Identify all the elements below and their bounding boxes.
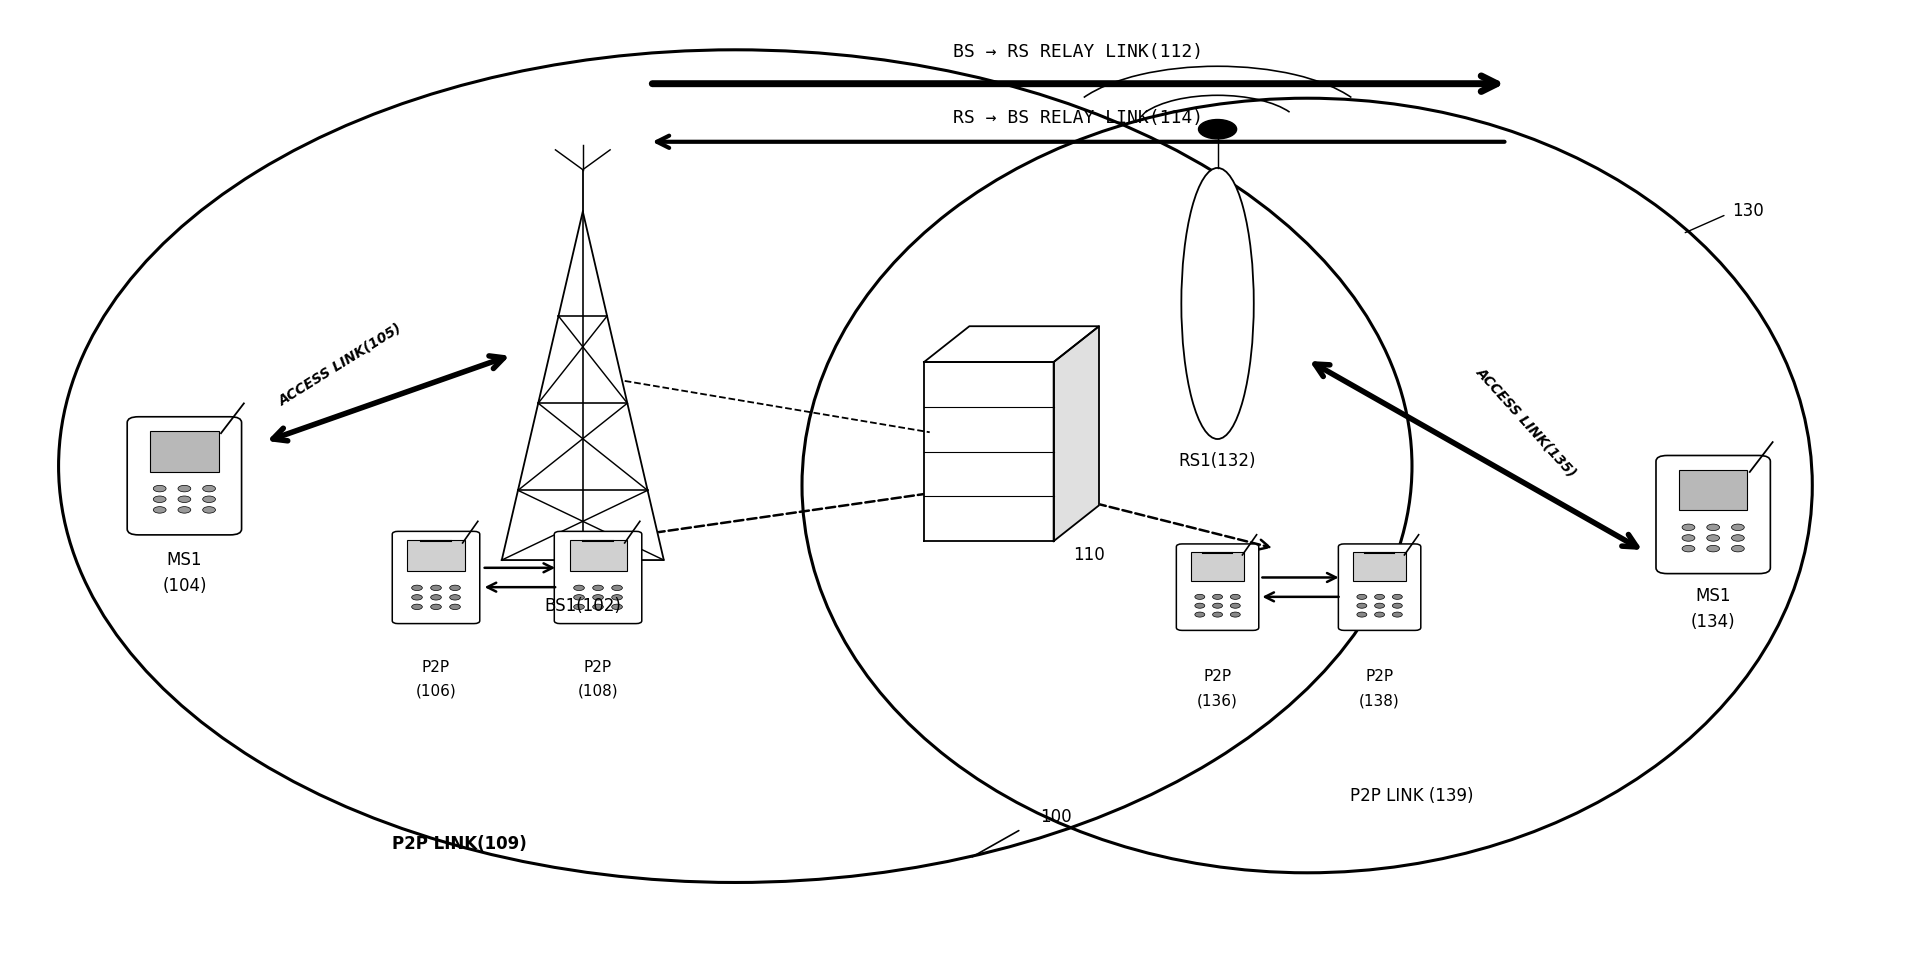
Text: P2P: P2P xyxy=(1203,669,1231,685)
Circle shape xyxy=(1374,594,1384,599)
Circle shape xyxy=(1682,535,1695,541)
Circle shape xyxy=(1707,524,1720,530)
Circle shape xyxy=(575,594,584,600)
Circle shape xyxy=(1731,546,1745,552)
Circle shape xyxy=(1212,594,1222,599)
FancyBboxPatch shape xyxy=(1655,455,1770,574)
Text: ACCESS LINK(105): ACCESS LINK(105) xyxy=(277,320,405,408)
Circle shape xyxy=(1392,603,1403,608)
Circle shape xyxy=(178,496,191,503)
Text: (136): (136) xyxy=(1197,693,1239,709)
Polygon shape xyxy=(502,212,664,560)
Text: (138): (138) xyxy=(1359,693,1399,709)
Circle shape xyxy=(1731,524,1745,530)
Circle shape xyxy=(1374,603,1384,608)
Circle shape xyxy=(431,586,441,590)
Circle shape xyxy=(1212,612,1222,618)
Circle shape xyxy=(1707,535,1720,541)
FancyBboxPatch shape xyxy=(151,431,220,472)
Circle shape xyxy=(1374,612,1384,618)
Text: P2P LINK (139): P2P LINK (139) xyxy=(1350,787,1474,805)
Circle shape xyxy=(431,594,441,600)
FancyBboxPatch shape xyxy=(1338,544,1420,630)
Circle shape xyxy=(412,594,422,600)
Ellipse shape xyxy=(1182,168,1254,439)
Circle shape xyxy=(153,486,166,492)
Circle shape xyxy=(178,507,191,513)
FancyBboxPatch shape xyxy=(1353,552,1407,581)
Text: MS1: MS1 xyxy=(166,552,202,569)
Polygon shape xyxy=(1054,326,1100,541)
Circle shape xyxy=(1229,594,1241,599)
Circle shape xyxy=(1229,603,1241,608)
Circle shape xyxy=(1731,535,1745,541)
Circle shape xyxy=(611,586,622,590)
FancyBboxPatch shape xyxy=(407,540,464,571)
Circle shape xyxy=(202,507,216,513)
Text: 100: 100 xyxy=(1040,808,1073,826)
Circle shape xyxy=(1357,603,1367,608)
Circle shape xyxy=(592,604,603,610)
Circle shape xyxy=(1357,612,1367,618)
Circle shape xyxy=(451,594,460,600)
Circle shape xyxy=(412,604,422,610)
Circle shape xyxy=(1229,612,1241,618)
Text: P2P: P2P xyxy=(1365,669,1394,685)
Circle shape xyxy=(611,604,622,610)
Circle shape xyxy=(1707,546,1720,552)
FancyBboxPatch shape xyxy=(569,540,626,571)
Text: P2P: P2P xyxy=(422,659,451,675)
Text: (106): (106) xyxy=(416,684,456,699)
Circle shape xyxy=(1357,594,1367,599)
Circle shape xyxy=(153,496,166,503)
Circle shape xyxy=(412,586,422,590)
Text: (134): (134) xyxy=(1691,614,1735,631)
Circle shape xyxy=(1199,119,1237,139)
Circle shape xyxy=(592,586,603,590)
Text: P2P LINK(109): P2P LINK(109) xyxy=(391,835,527,854)
Text: (104): (104) xyxy=(162,578,206,595)
FancyBboxPatch shape xyxy=(128,417,242,535)
Circle shape xyxy=(1195,612,1205,618)
Text: 130: 130 xyxy=(1731,202,1764,219)
FancyBboxPatch shape xyxy=(1176,544,1258,630)
Circle shape xyxy=(1682,546,1695,552)
Circle shape xyxy=(202,496,216,503)
Circle shape xyxy=(1682,524,1695,530)
Text: RS → BS RELAY LINK(114): RS → BS RELAY LINK(114) xyxy=(953,110,1203,127)
Polygon shape xyxy=(924,326,1100,362)
Circle shape xyxy=(202,486,216,492)
Text: 110: 110 xyxy=(1073,547,1105,564)
Text: MS1: MS1 xyxy=(1695,587,1731,605)
Circle shape xyxy=(1392,594,1403,599)
Text: BS1(102): BS1(102) xyxy=(544,597,620,615)
Circle shape xyxy=(575,604,584,610)
Text: RS1(132): RS1(132) xyxy=(1180,452,1256,470)
Circle shape xyxy=(153,507,166,513)
Circle shape xyxy=(611,594,622,600)
FancyBboxPatch shape xyxy=(554,531,641,623)
FancyBboxPatch shape xyxy=(391,531,479,623)
Circle shape xyxy=(431,604,441,610)
Circle shape xyxy=(592,594,603,600)
Text: P2P: P2P xyxy=(584,659,613,675)
Circle shape xyxy=(1212,603,1222,608)
Text: ACCESS LINK(135): ACCESS LINK(135) xyxy=(1474,365,1579,481)
FancyBboxPatch shape xyxy=(1678,470,1747,511)
Polygon shape xyxy=(924,362,1054,541)
Circle shape xyxy=(1195,603,1205,608)
Circle shape xyxy=(451,586,460,590)
Circle shape xyxy=(178,486,191,492)
Circle shape xyxy=(451,604,460,610)
FancyBboxPatch shape xyxy=(1191,552,1245,581)
Circle shape xyxy=(1392,612,1403,618)
Circle shape xyxy=(1195,594,1205,599)
Circle shape xyxy=(575,586,584,590)
Text: (108): (108) xyxy=(578,684,619,699)
Text: BS → RS RELAY LINK(112): BS → RS RELAY LINK(112) xyxy=(953,44,1203,61)
